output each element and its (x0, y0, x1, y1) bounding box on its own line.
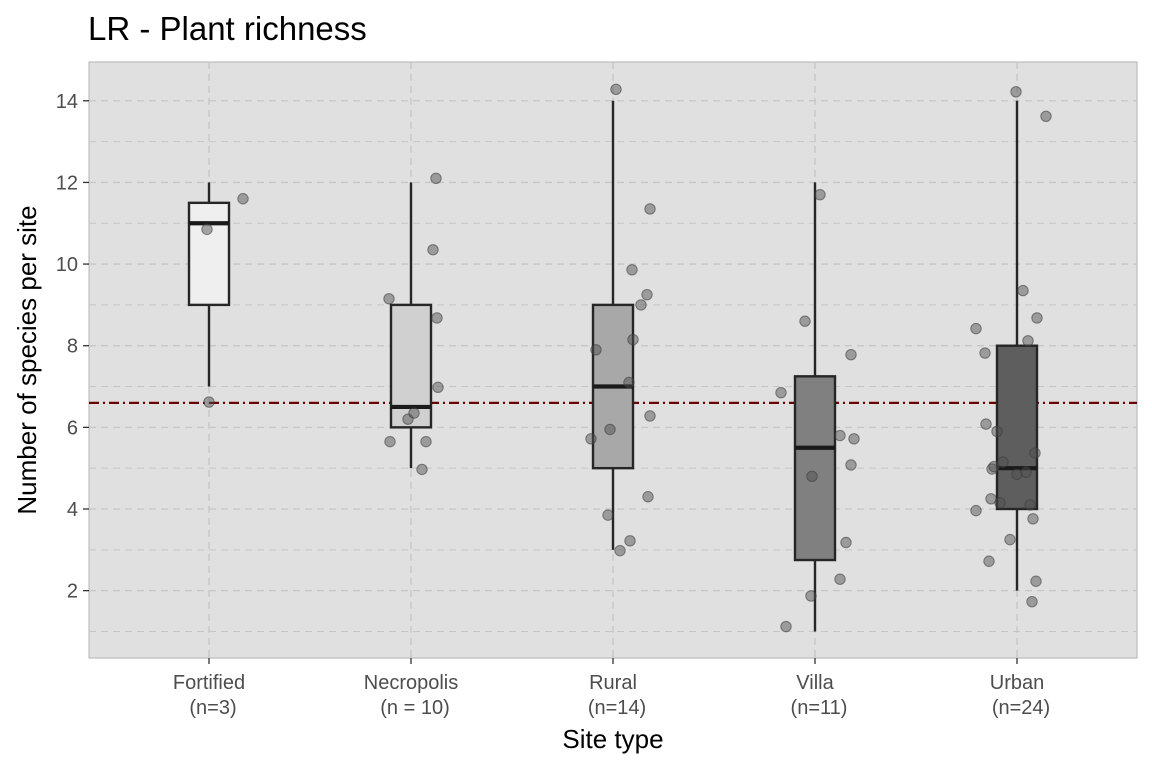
data-point (997, 456, 1009, 468)
data-point (427, 244, 439, 256)
data-point (642, 491, 654, 503)
data-point (834, 573, 846, 585)
data-point (970, 504, 982, 517)
data-point (983, 555, 995, 567)
data-point (237, 193, 249, 205)
data-point (1022, 335, 1034, 347)
data-point (1011, 468, 1023, 481)
y-tick-label: 12 (56, 172, 78, 194)
points-group (201, 83, 1052, 633)
data-point (602, 509, 614, 521)
x-tick-n-label-fortified: (n=3) (189, 697, 236, 719)
y-tick-label: 8 (67, 336, 78, 358)
data-point (845, 348, 857, 361)
data-point (980, 418, 992, 430)
data-point (1024, 499, 1036, 511)
data-point (979, 347, 991, 359)
data-point (623, 376, 635, 389)
data-point (201, 223, 213, 236)
data-point (1010, 86, 1022, 98)
data-point (635, 299, 647, 311)
data-point (991, 425, 1003, 438)
box-iqr (995, 344, 1039, 511)
data-point (994, 497, 1006, 509)
data-point (805, 590, 817, 602)
y-tick-label: 10 (56, 254, 78, 276)
x-tick-label-rural: Rural (589, 672, 637, 694)
data-point (420, 435, 432, 448)
y-axis-title: Number of species per site (12, 205, 42, 514)
data-point (988, 460, 1000, 473)
data-point (845, 459, 857, 471)
data-point (1027, 513, 1039, 525)
data-point (432, 381, 444, 394)
data-point (384, 435, 396, 448)
data-point (970, 322, 982, 335)
data-point (416, 463, 428, 476)
data-point (610, 83, 622, 96)
data-point (624, 535, 636, 547)
data-point (203, 396, 215, 408)
y-tick-label: 6 (67, 417, 78, 439)
x-tick-label-necropolis: Necropolis (364, 672, 458, 694)
data-point (626, 264, 638, 276)
data-point (585, 433, 597, 445)
data-point (431, 312, 443, 324)
box-iqr (793, 375, 837, 562)
data-point (1004, 533, 1016, 546)
box-necropolis (389, 182, 433, 469)
data-point (1031, 312, 1043, 324)
data-point (834, 429, 846, 442)
y-tick-label: 2 (67, 581, 78, 603)
data-point (383, 293, 395, 305)
x-tick-label-fortified: Fortified (173, 672, 245, 694)
x-tick-n-label-villa: (n=11) (791, 697, 848, 719)
x-tick-n-label-urban: (n=24) (992, 697, 1050, 719)
x-axis: Fortified (n=3) Necropolis (n = 10) Rural (n=… (173, 658, 1050, 719)
data-point (799, 315, 811, 327)
data-point (780, 620, 792, 633)
data-point (614, 544, 626, 557)
data-point (627, 333, 639, 346)
x-tick-n-label-rural: (n=14) (588, 697, 646, 719)
data-point (641, 288, 653, 301)
data-point (1029, 447, 1041, 459)
x-tick-n-label-necropolis: (n = 10) (380, 697, 449, 719)
box-urban (995, 100, 1039, 591)
data-point (644, 203, 656, 215)
box-iqr (187, 201, 231, 307)
data-point (1040, 110, 1052, 122)
data-point (775, 386, 787, 399)
y-tick-label: 14 (56, 91, 78, 113)
data-point (848, 433, 860, 445)
data-point (408, 407, 420, 419)
data-point (590, 344, 602, 356)
grid-lines (89, 62, 1137, 658)
data-point (430, 172, 442, 185)
data-point (806, 470, 818, 483)
x-tick-label-urban: Urban (990, 672, 1044, 694)
x-tick-label-villa: Villa (796, 672, 834, 694)
data-point (1026, 595, 1038, 608)
data-point (1030, 575, 1042, 587)
data-point (604, 423, 616, 436)
data-point (1017, 284, 1029, 297)
chart-title: LR - Plant richness (88, 10, 367, 47)
x-axis-title: Site type (562, 724, 663, 754)
data-point (644, 410, 656, 422)
data-point (814, 188, 826, 201)
y-axis: 2 4 6 8 10 12 14 (56, 91, 89, 603)
box-fortified (187, 182, 231, 387)
data-point (1020, 466, 1032, 478)
box-villa (793, 182, 837, 632)
boxes-group (187, 100, 1039, 632)
y-tick-label: 4 (67, 499, 78, 521)
data-point (840, 536, 852, 549)
